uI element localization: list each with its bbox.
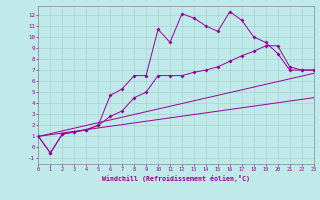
X-axis label: Windchill (Refroidissement éolien,°C): Windchill (Refroidissement éolien,°C)	[102, 175, 250, 182]
